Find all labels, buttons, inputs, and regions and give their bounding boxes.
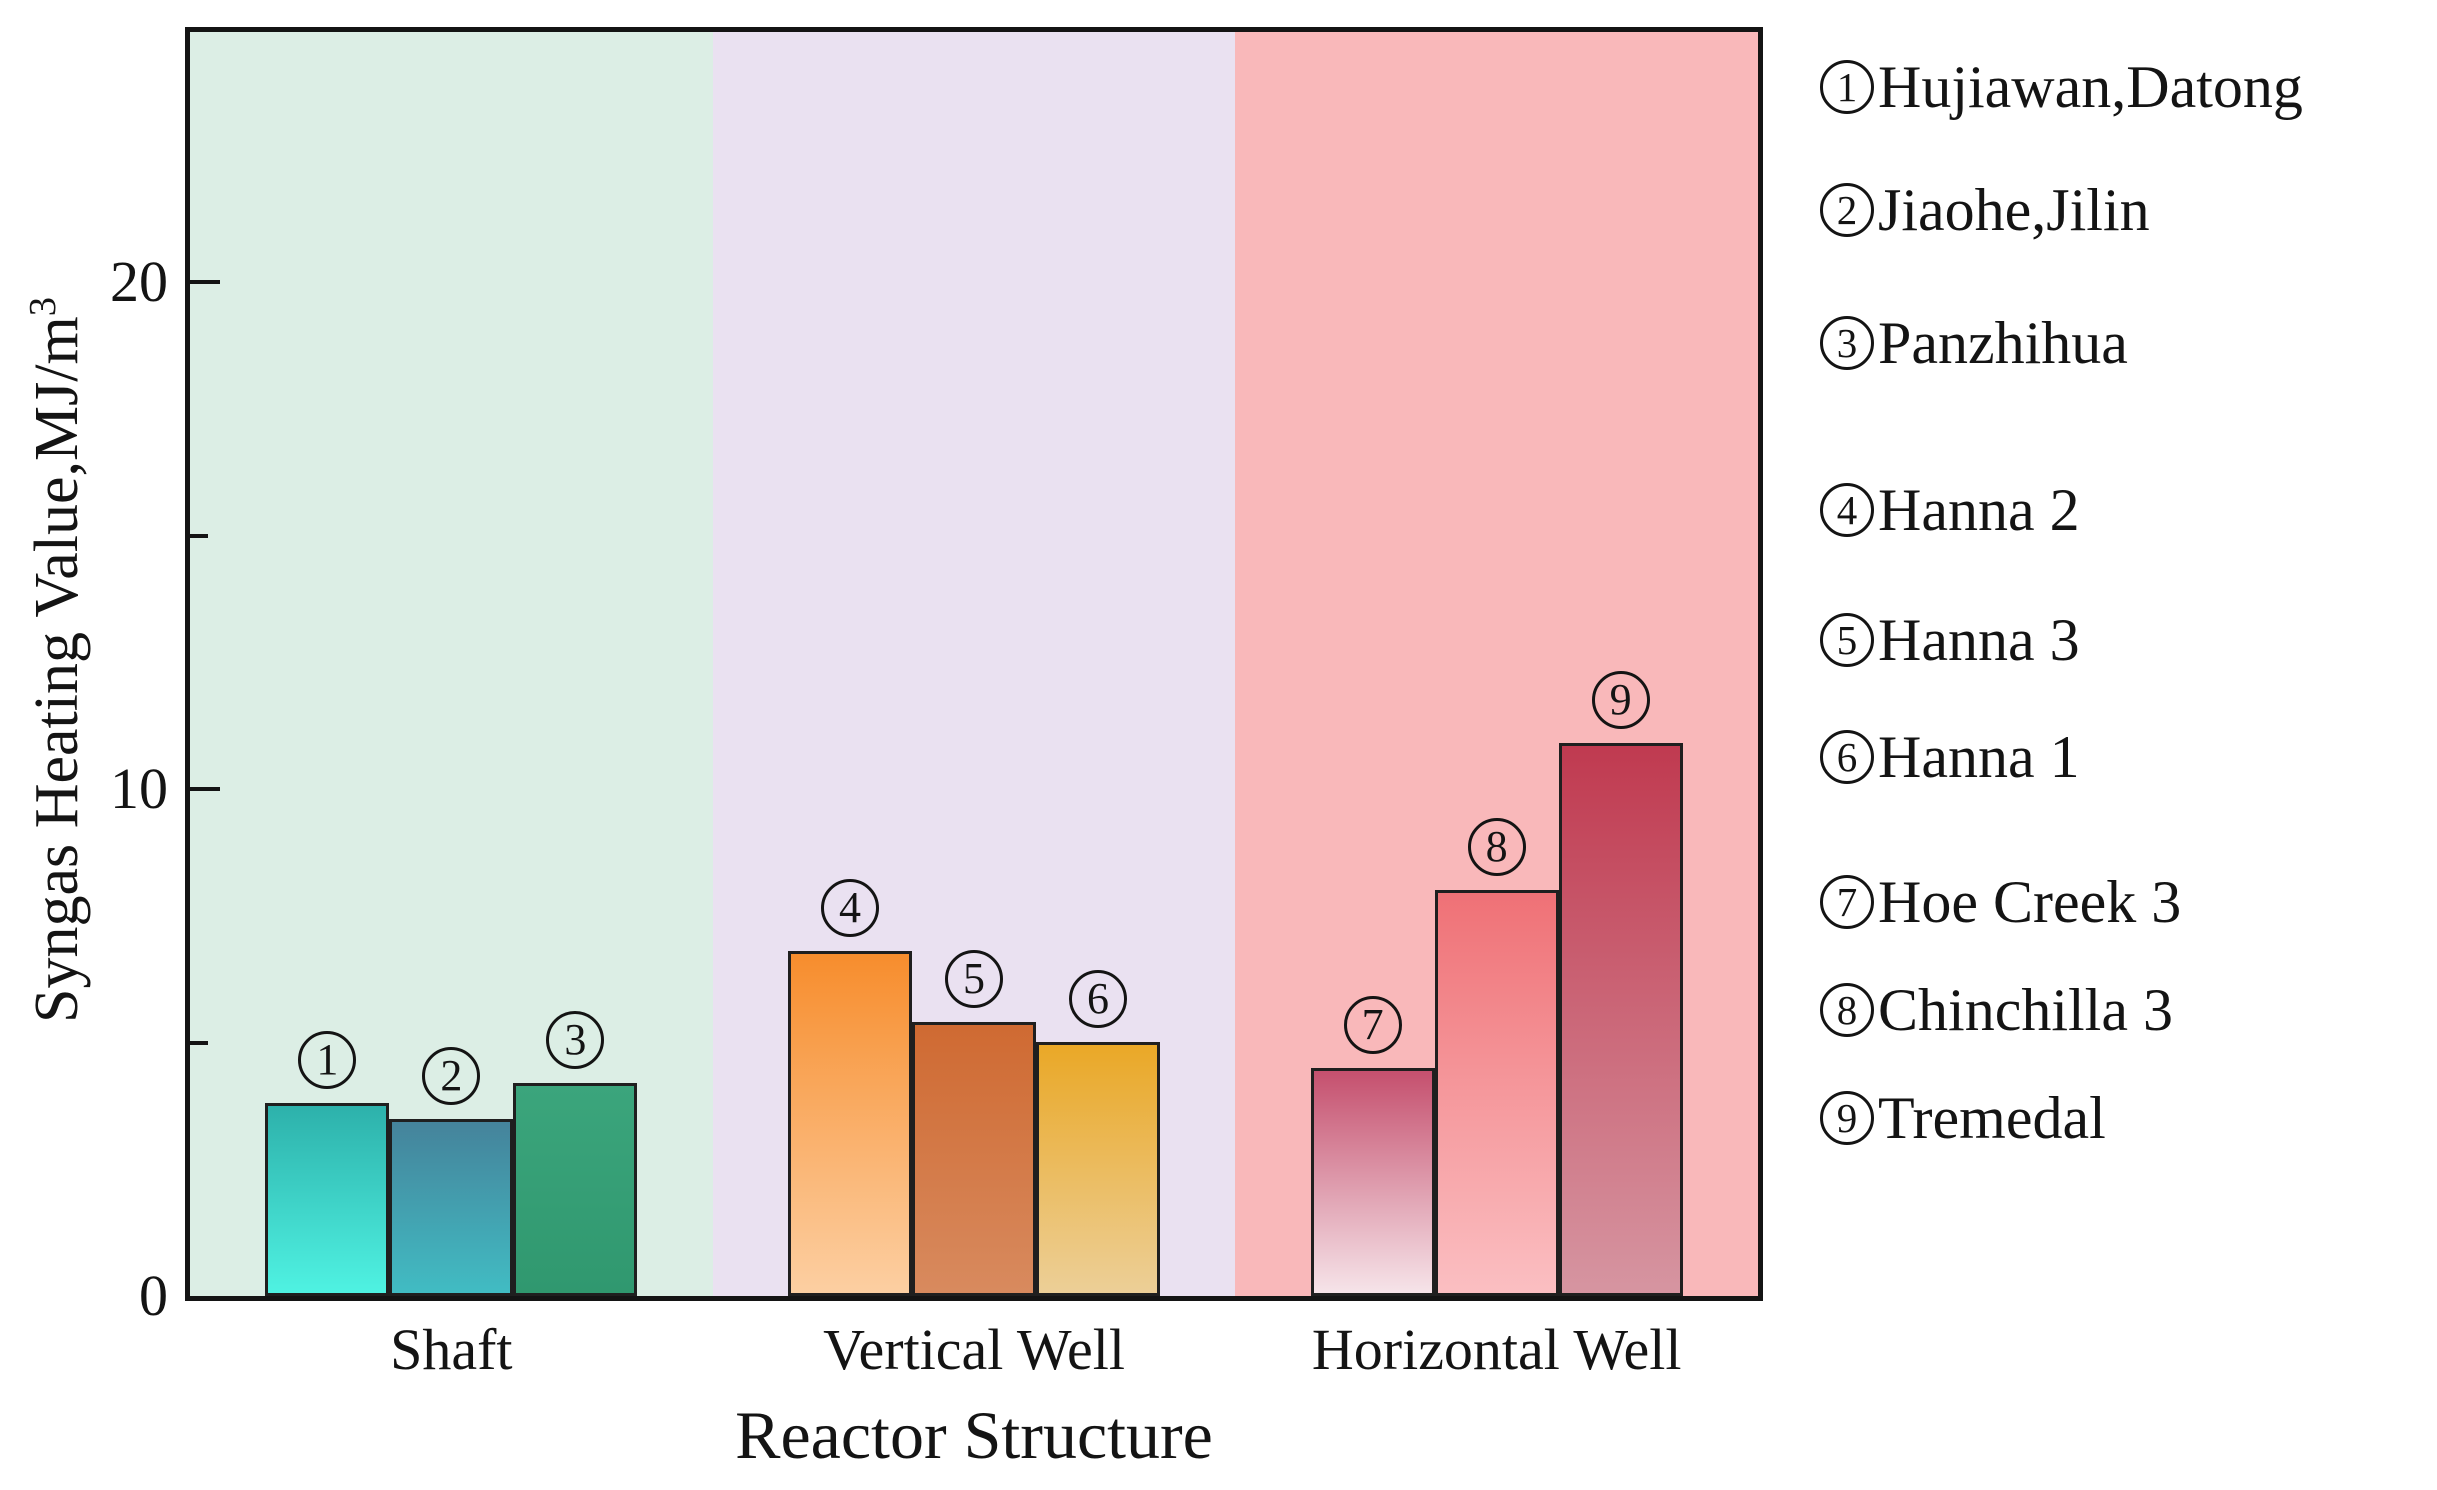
bar-number-badge-1: 1 bbox=[298, 1031, 357, 1089]
y-axis-ticks bbox=[190, 32, 1758, 1296]
legend-label: Jiaohe,Jilin bbox=[1878, 176, 2150, 243]
legend-number-badge-1: 1 bbox=[1820, 60, 1874, 114]
bar-panzhihua bbox=[513, 1083, 638, 1296]
bar-hanna-1 bbox=[1036, 1042, 1160, 1296]
bars-layer: 1 2 3 4 5 6 7 8 9 bbox=[190, 32, 1758, 1296]
major-tick-y10 bbox=[190, 787, 220, 791]
legend-number-badge-5: 5 bbox=[1820, 613, 1874, 667]
bar-hanna-2 bbox=[788, 951, 912, 1296]
legend-item-hoe-creek-3: 7 Hoe Creek 3 bbox=[1820, 852, 2181, 952]
x-axis-title: Reactor Structure bbox=[735, 1397, 1213, 1473]
legend-item-hanna-3: 5 Hanna 3 bbox=[1820, 590, 2080, 690]
legend-number-badge-9: 9 bbox=[1820, 1091, 1874, 1145]
legend-item-jiaohe-jilin: 2 Jiaohe,Jilin bbox=[1820, 160, 2150, 260]
bar-number-badge-3: 3 bbox=[546, 1011, 605, 1069]
legend-number-badge-8: 8 bbox=[1820, 983, 1874, 1037]
bar-chinchilla-3 bbox=[1434, 890, 1559, 1296]
legend-item-hanna-2: 4 Hanna 2 bbox=[1820, 460, 2080, 560]
bar-hujiawan-datong bbox=[265, 1103, 390, 1296]
legend-label: Hanna 2 bbox=[1878, 476, 2080, 543]
plot-area: 1 2 3 4 5 6 7 8 9 bbox=[185, 27, 1763, 1301]
legend-item-panzhihua: 3 Panzhihua bbox=[1820, 293, 2128, 393]
legend-item-chinchilla-3: 8 Chinchilla 3 bbox=[1820, 960, 2173, 1060]
category-label-horizontal-well: Horizontal Well bbox=[1311, 1317, 1682, 1382]
bar-number-badge-8: 8 bbox=[1467, 818, 1526, 876]
bar-number-badge-6: 6 bbox=[1069, 970, 1127, 1028]
legend-item-hanna-1: 6 Hanna 1 bbox=[1820, 707, 2080, 807]
legend-label: Hanna 1 bbox=[1878, 723, 2080, 790]
legend-label: Tremedal bbox=[1878, 1084, 2106, 1151]
legend-number-badge-7: 7 bbox=[1820, 875, 1874, 929]
legend-number-badge-6: 6 bbox=[1820, 730, 1874, 784]
legend-item-hujiawan-datong: 1 Hujiawan,Datong bbox=[1820, 37, 2303, 137]
legend-label: Hoe Creek 3 bbox=[1878, 868, 2182, 935]
legend-number-badge-3: 3 bbox=[1820, 316, 1874, 370]
minor-tick-y15 bbox=[190, 533, 208, 538]
legend-label: Hanna 3 bbox=[1878, 606, 2080, 673]
y-tick-label-10: 10 bbox=[110, 756, 168, 821]
bar-number-badge-4: 4 bbox=[821, 879, 879, 937]
bar-hoe-creek-3 bbox=[1310, 1068, 1435, 1296]
minor-tick-y5 bbox=[190, 1040, 208, 1045]
bar-number-badge-5: 5 bbox=[945, 950, 1003, 1008]
bar-hanna-3 bbox=[912, 1022, 1036, 1296]
y-axis-title: Syngas Heating Value,MJ/m3 bbox=[21, 297, 93, 1023]
y-tick-label-20: 20 bbox=[110, 249, 168, 314]
legend-label: Panzhihua bbox=[1878, 309, 2128, 376]
legend-number-badge-4: 4 bbox=[1820, 483, 1874, 537]
major-tick-y20 bbox=[190, 280, 220, 284]
legend-label: Hujiawan,Datong bbox=[1878, 53, 2303, 120]
legend-item-tremedal: 9 Tremedal bbox=[1820, 1068, 2106, 1168]
bar-number-badge-2: 2 bbox=[422, 1047, 481, 1105]
bar-number-badge-7: 7 bbox=[1343, 996, 1402, 1054]
bar-tremedal bbox=[1558, 743, 1683, 1296]
y-axis-title-text: Syngas Heating Value,MJ/m bbox=[22, 316, 91, 1023]
bar-number-badge-9: 9 bbox=[1591, 671, 1650, 729]
bar-jiaohe-jilin bbox=[389, 1119, 514, 1296]
legend-number-badge-2: 2 bbox=[1820, 183, 1874, 237]
y-tick-label-0: 0 bbox=[139, 1263, 168, 1328]
legend-label: Chinchilla 3 bbox=[1878, 976, 2173, 1043]
legend: 1 Hujiawan,Datong 2 Jiaohe,Jilin 3 Panzhihua 4… bbox=[1820, 0, 2430, 1490]
category-label-vertical-well: Vertical Well bbox=[823, 1317, 1125, 1382]
category-label-shaft: Shaft bbox=[390, 1317, 513, 1382]
